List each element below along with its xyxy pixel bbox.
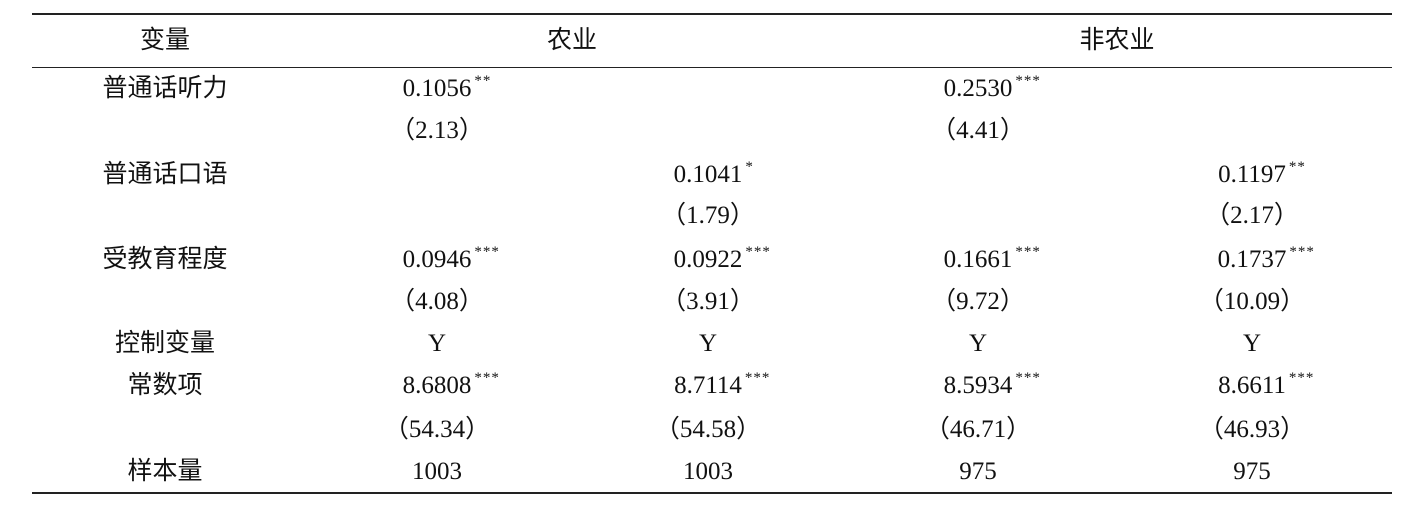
row-label: 普通话口语	[102, 161, 228, 188]
coefficient: 8.6808 ***	[403, 370, 499, 401]
coef-cell: 0.0922 ***	[588, 244, 828, 275]
bottom-rule	[32, 492, 1392, 494]
table-cell: Y	[698, 330, 718, 357]
table-cell: 1003	[412, 458, 462, 485]
significance-stars: **	[474, 73, 492, 89]
row-label: 常数项	[127, 372, 203, 399]
coef-cell: 8.7114 ***	[588, 370, 828, 401]
coefficient: 8.7114 ***	[674, 370, 769, 401]
significance-stars: ***	[1015, 73, 1041, 89]
significance-stars: ***	[1288, 370, 1315, 386]
table-cell: 975	[959, 458, 997, 485]
coef-cell: 8.5934 ***	[858, 370, 1098, 401]
table-cell: （1.79）	[661, 202, 755, 229]
table-cell: （9.72）	[931, 288, 1025, 315]
table-cell: （4.41）	[931, 117, 1025, 144]
table-cell: Y	[1242, 330, 1262, 357]
table-cell: （2.17）	[1205, 202, 1299, 229]
table-cell: （46.71）	[924, 416, 1032, 443]
significance-stars: ***	[744, 370, 771, 386]
table-cell: （2.13）	[390, 117, 484, 144]
table-cell: （10.09）	[1198, 288, 1306, 315]
header-cell: 变量	[139, 27, 190, 54]
significance-stars: ***	[1015, 370, 1041, 386]
row-label: 普通话听力	[102, 75, 228, 102]
coef-cell: 8.6808 ***	[317, 370, 557, 401]
significance-stars: ***	[1289, 244, 1315, 260]
row-label: 样本量	[127, 458, 203, 485]
coef-cell: 0.1056 **	[317, 73, 557, 104]
significance-stars: ***	[474, 370, 500, 386]
coefficient: 8.6611 ***	[1218, 370, 1313, 401]
coefficient: 0.1737 ***	[1218, 244, 1314, 275]
header-cell: 非农业	[1079, 27, 1155, 54]
table-cell: （46.93）	[1198, 416, 1306, 443]
top-rule	[32, 13, 1392, 15]
coef-cell: 8.6611 ***	[1132, 370, 1372, 401]
row-label: 控制变量	[114, 330, 215, 357]
coefficient: 0.0922 ***	[674, 244, 770, 275]
table-cell: Y	[427, 330, 447, 357]
coefficient: 0.1661 ***	[944, 244, 1040, 275]
significance-stars: *	[745, 159, 754, 175]
significance-stars: ***	[1015, 244, 1041, 260]
coef-cell: 0.1197 **	[1132, 159, 1372, 190]
coef-cell: 0.2530 ***	[858, 73, 1098, 104]
row-label: 受教育程度	[102, 246, 228, 273]
table-cell: （3.91）	[661, 288, 755, 315]
table-cell: 975	[1233, 458, 1271, 485]
table-cell: 1003	[683, 458, 733, 485]
table-cell: （54.58）	[654, 416, 762, 443]
coef-cell: 0.1737 ***	[1132, 244, 1372, 275]
table-cell: Y	[968, 330, 988, 357]
coefficient: 8.5934 ***	[944, 370, 1040, 401]
significance-stars: ***	[745, 244, 771, 260]
coef-cell: 0.0946 ***	[317, 244, 557, 275]
coefficient: 0.1041 *	[674, 159, 753, 190]
table-cell: （4.08）	[390, 288, 484, 315]
header-cell: 农业	[546, 27, 597, 54]
coef-cell: 0.1041 *	[588, 159, 828, 190]
coefficient: 0.1197 **	[1218, 159, 1305, 190]
coefficient: 0.1056 **	[403, 73, 491, 104]
table-cell: （54.34）	[383, 416, 491, 443]
header-rule	[32, 67, 1392, 68]
coefficient: 0.0946 ***	[403, 244, 499, 275]
significance-stars: **	[1288, 159, 1306, 175]
coef-cell: 0.1661 ***	[858, 244, 1098, 275]
coefficient: 0.2530 ***	[944, 73, 1040, 104]
significance-stars: ***	[474, 244, 500, 260]
